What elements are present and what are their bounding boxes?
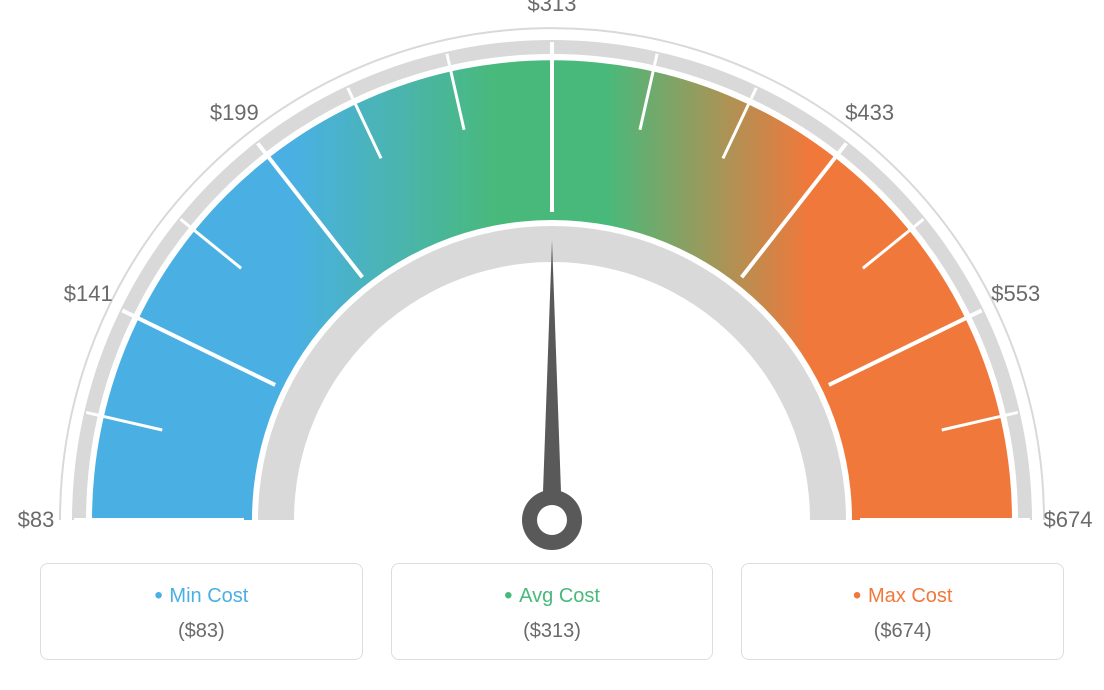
gauge-tick-label: $674 xyxy=(1044,507,1093,533)
legend-max-value: ($674) xyxy=(752,620,1053,643)
gauge-svg xyxy=(0,0,1104,560)
gauge-tick-label: $553 xyxy=(991,281,1040,307)
gauge-tick-label: $199 xyxy=(210,100,259,126)
gauge-tick-label: $83 xyxy=(18,507,55,533)
gauge-chart: $83 $141 $199 $313 $433 $553 $674 xyxy=(0,0,1104,560)
legend-avg-label: Avg Cost xyxy=(402,582,703,610)
gauge-tick-label: $313 xyxy=(528,0,577,17)
legend-row: Min Cost ($83) Avg Cost ($313) Max Cost … xyxy=(40,563,1064,660)
legend-card-avg: Avg Cost ($313) xyxy=(391,563,714,660)
legend-min-value: ($83) xyxy=(51,620,352,643)
gauge-tick-label: $433 xyxy=(845,100,894,126)
gauge-tick-label: $141 xyxy=(64,281,113,307)
legend-card-max: Max Cost ($674) xyxy=(741,563,1064,660)
legend-card-min: Min Cost ($83) xyxy=(40,563,363,660)
legend-avg-value: ($313) xyxy=(402,620,703,643)
legend-max-label: Max Cost xyxy=(752,582,1053,610)
legend-min-label: Min Cost xyxy=(51,582,352,610)
